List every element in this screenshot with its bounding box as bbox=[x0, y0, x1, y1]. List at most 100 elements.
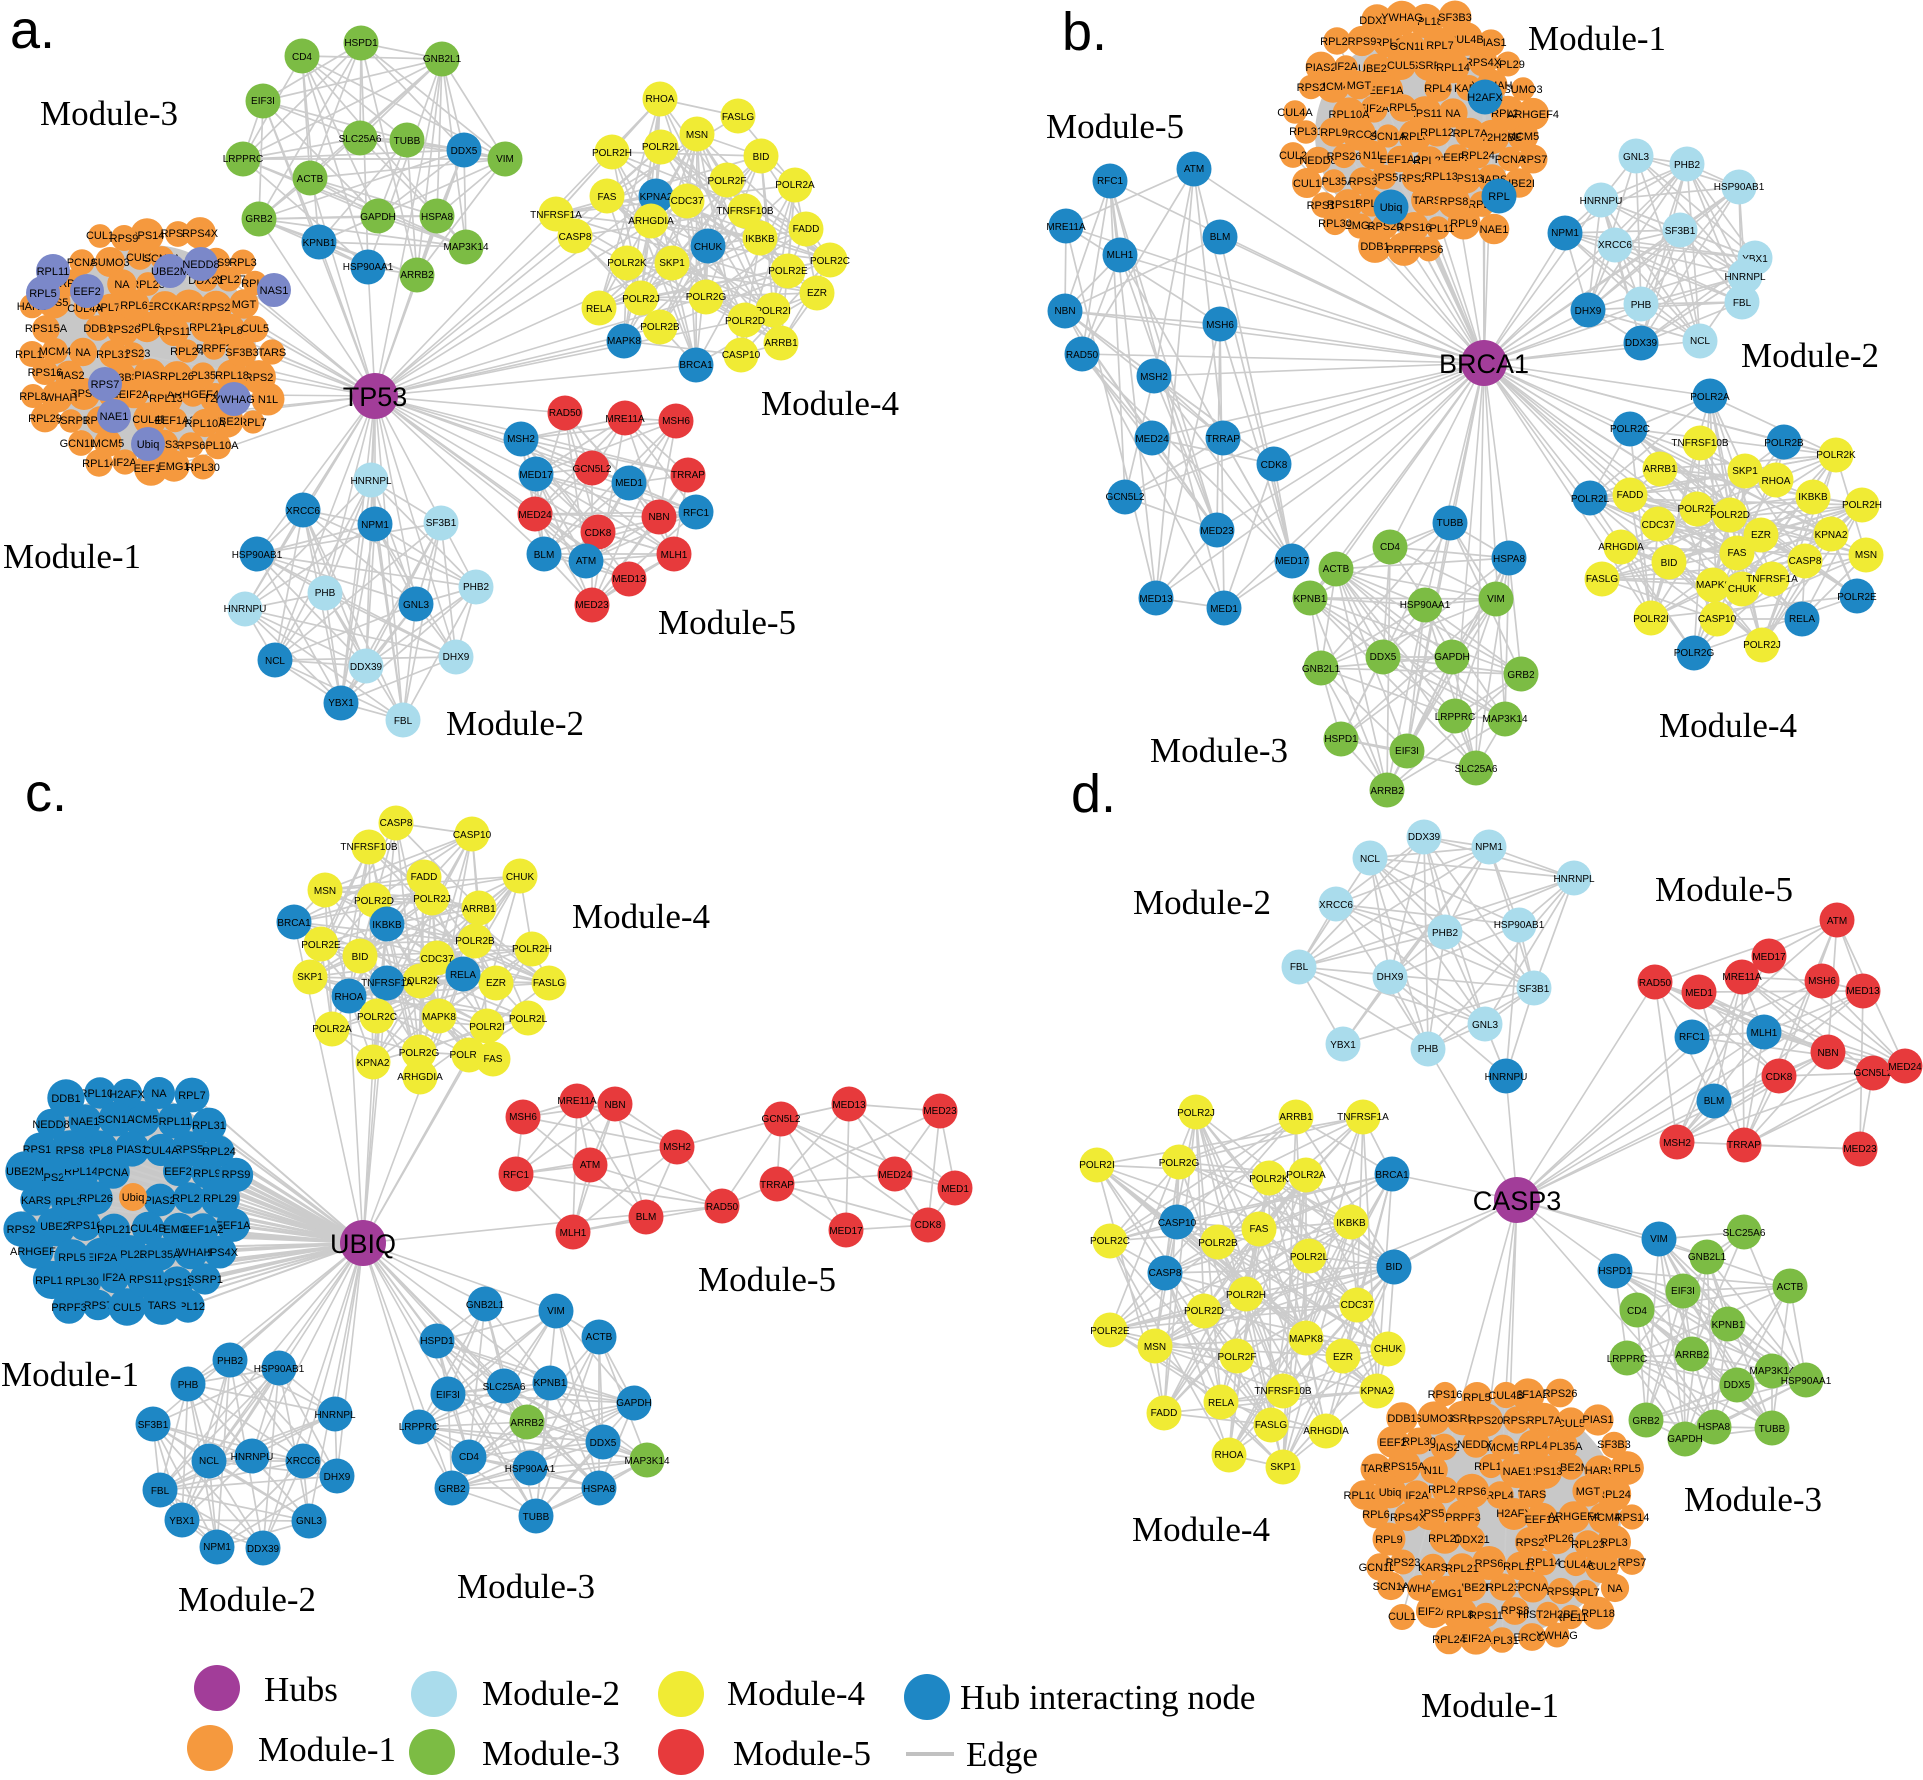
svg-text:RPS2: RPS2 bbox=[202, 302, 231, 314]
svg-text:EZR: EZR bbox=[1751, 530, 1771, 541]
svg-text:RPL31: RPL31 bbox=[192, 1120, 226, 1132]
svg-text:NCL: NCL bbox=[1690, 336, 1710, 347]
svg-text:POLR2F: POLR2F bbox=[1678, 504, 1717, 515]
svg-text:TP53: TP53 bbox=[343, 382, 408, 412]
svg-text:YWHAG: YWHAG bbox=[213, 394, 255, 406]
svg-text:GAPDH: GAPDH bbox=[1434, 652, 1470, 663]
svg-text:CASP10: CASP10 bbox=[1698, 614, 1737, 625]
svg-text:POLR2H: POLR2H bbox=[592, 148, 632, 159]
svg-text:Hubs: Hubs bbox=[264, 1670, 338, 1709]
svg-text:NEDD8: NEDD8 bbox=[32, 1119, 69, 1131]
svg-text:RPS16: RPS16 bbox=[68, 1220, 103, 1232]
svg-text:NEDD8: NEDD8 bbox=[1299, 155, 1336, 167]
svg-text:RPL11: RPL11 bbox=[37, 266, 70, 278]
svg-text:NEDD8: NEDD8 bbox=[182, 259, 219, 271]
svg-text:HSPD1: HSPD1 bbox=[420, 1336, 454, 1347]
svg-text:N1L: N1L bbox=[1424, 1465, 1444, 1477]
svg-text:MSH6: MSH6 bbox=[662, 416, 690, 427]
svg-text:PIAS2: PIAS2 bbox=[53, 370, 84, 382]
svg-text:MED13: MED13 bbox=[1846, 986, 1880, 997]
svg-text:RPL14: RPL14 bbox=[1436, 62, 1470, 74]
svg-text:CUL5: CUL5 bbox=[1557, 1418, 1585, 1430]
svg-text:EMG1: EMG1 bbox=[163, 1224, 194, 1236]
svg-text:RPL11: RPL11 bbox=[159, 1116, 192, 1128]
svg-text:LRPPRC: LRPPRC bbox=[1607, 1354, 1648, 1365]
svg-text:Module-4: Module-4 bbox=[1659, 706, 1797, 745]
svg-text:EIF3I: EIF3I bbox=[436, 1390, 460, 1401]
svg-text:PCNA: PCNA bbox=[67, 257, 98, 269]
svg-text:Module-5: Module-5 bbox=[658, 603, 796, 642]
svg-text:FADD: FADD bbox=[411, 872, 438, 883]
svg-text:RPL13: RPL13 bbox=[1424, 171, 1458, 183]
svg-text:DDX5: DDX5 bbox=[590, 1438, 617, 1449]
svg-text:CASP8: CASP8 bbox=[1789, 556, 1822, 567]
svg-text:NBN: NBN bbox=[604, 1100, 625, 1111]
svg-text:RHOA: RHOA bbox=[335, 992, 364, 1003]
svg-text:CDK8: CDK8 bbox=[585, 528, 612, 539]
svg-text:PIAS2: PIAS2 bbox=[1305, 62, 1336, 74]
svg-text:RPS14: RPS14 bbox=[1307, 200, 1342, 212]
svg-text:MLH1: MLH1 bbox=[1107, 250, 1134, 261]
svg-text:MED23: MED23 bbox=[1843, 1144, 1877, 1155]
svg-text:HSPA8: HSPA8 bbox=[1493, 554, 1525, 565]
svg-text:RPL11: RPL11 bbox=[1422, 223, 1455, 235]
svg-text:PHB: PHB bbox=[1418, 1044, 1439, 1055]
svg-text:RPL35A: RPL35A bbox=[1314, 176, 1356, 188]
svg-text:RFC1: RFC1 bbox=[1097, 176, 1124, 187]
svg-text:Module-2: Module-2 bbox=[178, 1580, 316, 1619]
svg-text:H2AFX: H2AFX bbox=[1496, 1508, 1532, 1520]
svg-text:POLR2K: POLR2K bbox=[607, 258, 647, 269]
svg-text:DDB1: DDB1 bbox=[1387, 1413, 1416, 1425]
svg-text:Ubiq: Ubiq bbox=[122, 1192, 145, 1204]
svg-text:PCNA: PCNA bbox=[98, 1167, 129, 1179]
svg-text:H2AFX: H2AFX bbox=[1467, 92, 1503, 104]
svg-text:RHOA: RHOA bbox=[1215, 1450, 1244, 1461]
svg-text:FADD: FADD bbox=[1151, 1408, 1178, 1419]
svg-text:DDX39: DDX39 bbox=[350, 662, 383, 673]
svg-text:DDX39: DDX39 bbox=[1625, 338, 1658, 349]
svg-text:NA: NA bbox=[151, 1088, 167, 1100]
svg-text:KPNA2: KPNA2 bbox=[357, 1058, 390, 1069]
svg-text:RPS2: RPS2 bbox=[7, 1224, 36, 1236]
svg-text:FBL: FBL bbox=[394, 716, 413, 727]
svg-text:MCM5: MCM5 bbox=[1487, 1442, 1519, 1454]
svg-text:GCN1L1: GCN1L1 bbox=[1390, 41, 1433, 53]
svg-text:Module-1: Module-1 bbox=[1, 1355, 139, 1394]
svg-text:ARRB2: ARRB2 bbox=[1370, 786, 1404, 797]
svg-text:YBX1: YBX1 bbox=[1742, 254, 1768, 265]
svg-text:TRRAP: TRRAP bbox=[1206, 434, 1240, 445]
svg-text:POLR2J: POLR2J bbox=[622, 294, 660, 305]
svg-text:KPNA2: KPNA2 bbox=[1361, 1386, 1394, 1397]
svg-text:PCNA: PCNA bbox=[1495, 154, 1526, 166]
svg-text:RPL23: RPL23 bbox=[131, 279, 165, 291]
svg-text:Module-3: Module-3 bbox=[1150, 731, 1288, 770]
svg-text:ATM: ATM bbox=[1827, 916, 1847, 927]
svg-text:TARS: TARS bbox=[1362, 1463, 1391, 1475]
svg-text:RAD50: RAD50 bbox=[706, 1202, 739, 1213]
svg-text:TNFRSF10B: TNFRSF10B bbox=[716, 206, 774, 217]
svg-text:BLM: BLM bbox=[1210, 232, 1231, 243]
svg-text:RPS11: RPS11 bbox=[129, 1274, 163, 1286]
svg-text:VIM: VIM bbox=[1487, 594, 1505, 605]
svg-text:RPL8: RPL8 bbox=[1446, 1609, 1474, 1621]
svg-text:RPS3: RPS3 bbox=[1503, 1415, 1532, 1427]
svg-text:Module-2: Module-2 bbox=[482, 1674, 620, 1713]
svg-text:BID: BID bbox=[753, 152, 770, 163]
svg-text:HNRNPL: HNRNPL bbox=[350, 476, 392, 487]
svg-text:DDX5: DDX5 bbox=[451, 146, 478, 157]
svg-text:RAD50: RAD50 bbox=[549, 408, 582, 419]
svg-text:TARS: TARS bbox=[1518, 1489, 1547, 1501]
svg-text:PRPF3: PRPF3 bbox=[1386, 244, 1421, 256]
svg-text:YBX1: YBX1 bbox=[328, 698, 354, 709]
svg-text:RPS15A: RPS15A bbox=[1383, 1461, 1426, 1473]
svg-text:MED13: MED13 bbox=[612, 574, 646, 585]
svg-text:RPS5: RPS5 bbox=[1370, 172, 1399, 184]
svg-text:b.: b. bbox=[1062, 2, 1107, 62]
svg-text:RPL3: RPL3 bbox=[229, 257, 257, 269]
svg-text:EEF1A: EEF1A bbox=[1525, 1514, 1561, 1526]
svg-text:N1L: N1L bbox=[258, 394, 278, 406]
svg-text:MED24: MED24 bbox=[518, 510, 552, 521]
svg-text:DDX5: DDX5 bbox=[1370, 652, 1397, 663]
svg-text:RPS11: RPS11 bbox=[1408, 108, 1442, 120]
svg-text:MLH1: MLH1 bbox=[560, 1228, 587, 1239]
